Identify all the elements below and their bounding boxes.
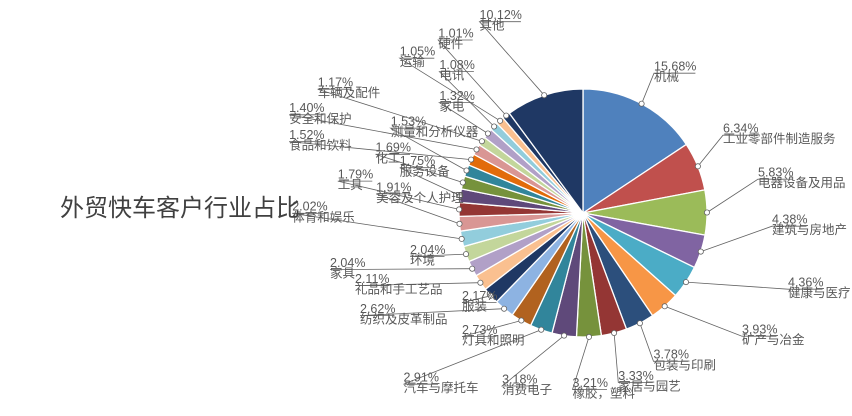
svg-text:健康与医疗: 健康与医疗 xyxy=(788,285,851,300)
svg-text:硬件: 硬件 xyxy=(438,37,463,51)
svg-text:包装与印刷: 包装与印刷 xyxy=(654,358,717,372)
svg-text:美容及个人护理: 美容及个人护理 xyxy=(376,190,464,205)
svg-text:安全和保护: 安全和保护 xyxy=(289,111,352,126)
svg-text:环境: 环境 xyxy=(410,253,435,268)
svg-text:汽车与摩托车: 汽车与摩托车 xyxy=(404,380,479,395)
svg-text:消费电子: 消费电子 xyxy=(502,383,552,397)
svg-text:食品和饮料: 食品和饮料 xyxy=(289,138,352,153)
svg-text:建筑与房地产: 建筑与房地产 xyxy=(772,222,847,237)
svg-text:工具: 工具 xyxy=(338,178,364,192)
svg-text:机械: 机械 xyxy=(654,69,680,84)
svg-text:电讯: 电讯 xyxy=(439,69,465,83)
svg-text:测量和分析仪器: 测量和分析仪器 xyxy=(391,125,479,139)
svg-text:运输: 运输 xyxy=(400,54,426,69)
svg-text:服装: 服装 xyxy=(462,300,487,314)
svg-text:其他: 其他 xyxy=(480,19,506,33)
svg-text:电器设备及用品: 电器设备及用品 xyxy=(758,175,846,190)
svg-text:礼品和手工艺品: 礼品和手工艺品 xyxy=(355,282,443,297)
svg-text:灯具和照明: 灯具和照明 xyxy=(462,334,525,348)
svg-text:体育和娱乐: 体育和娱乐 xyxy=(292,209,355,224)
svg-text:车辆及配件: 车辆及配件 xyxy=(318,85,381,100)
svg-text:纺织及皮革制品: 纺织及皮革制品 xyxy=(360,313,448,327)
svg-text:工业零部件制造服务: 工业零部件制造服务 xyxy=(723,131,836,146)
svg-text:家具: 家具 xyxy=(330,266,356,281)
svg-text:矿产与冶金: 矿产与冶金 xyxy=(742,332,805,347)
svg-text:橡胶，塑料: 橡胶，塑料 xyxy=(573,386,636,401)
svg-text:化工: 化工 xyxy=(376,151,401,165)
svg-text:服务设备: 服务设备 xyxy=(400,164,451,179)
svg-text:家电: 家电 xyxy=(439,99,465,114)
